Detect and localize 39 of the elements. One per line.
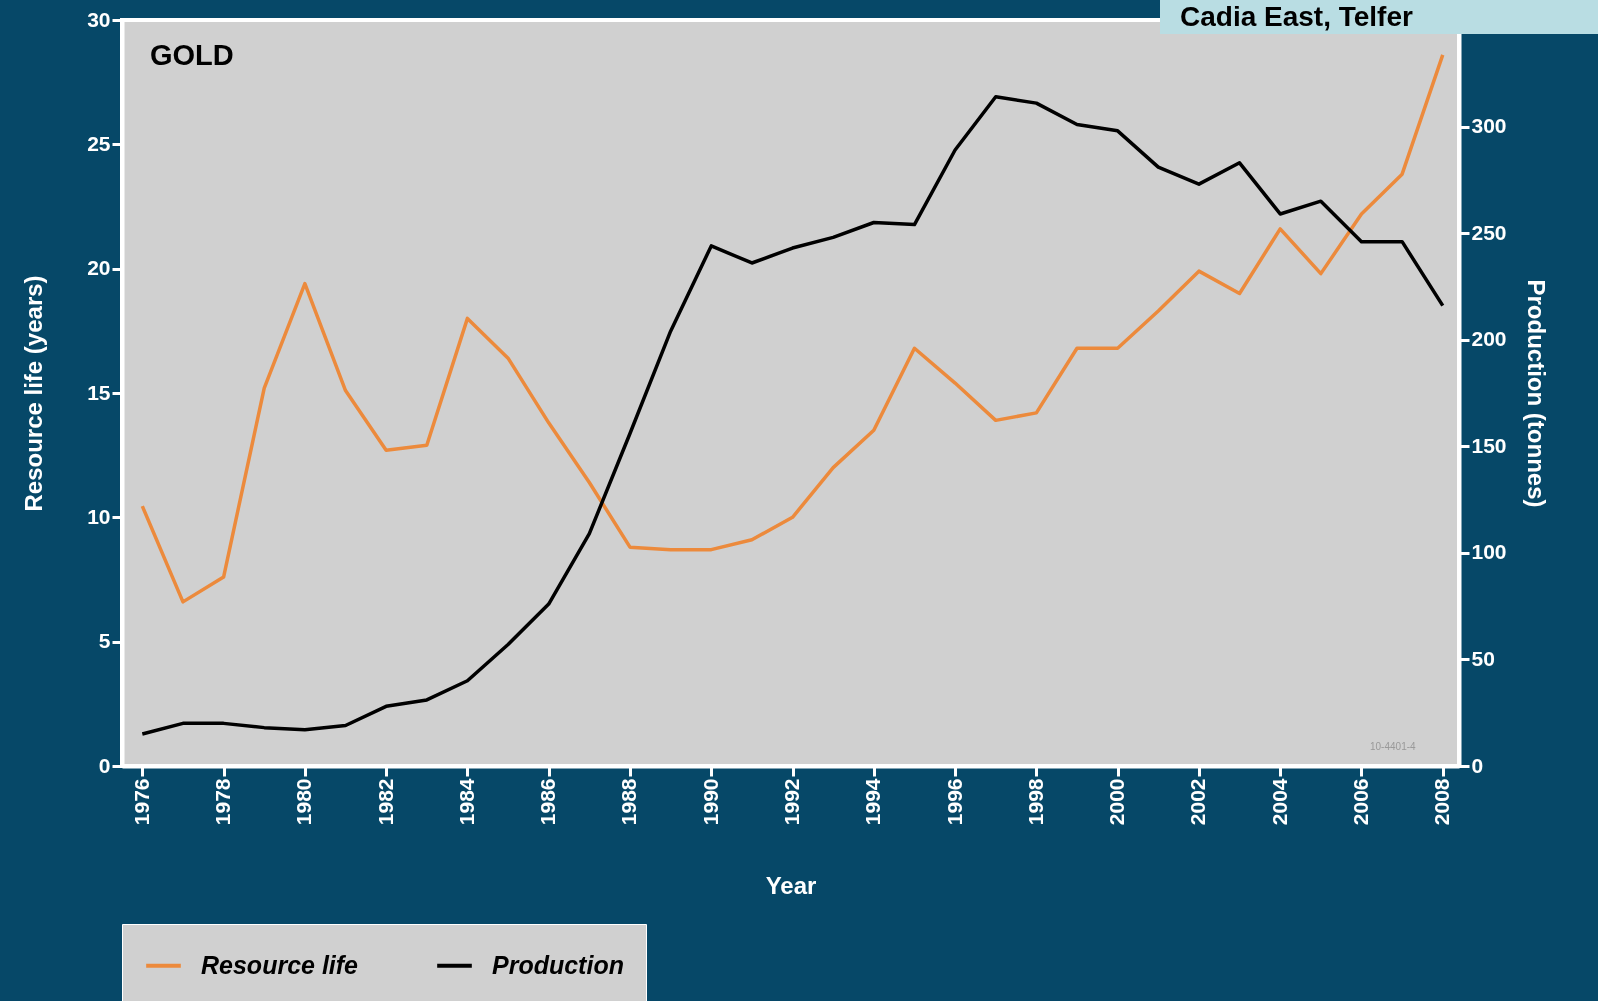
- legend-label: Resource life: [201, 950, 359, 979]
- x-tick-label: 1976: [129, 778, 153, 826]
- x-tick-label: 1990: [698, 778, 722, 826]
- x-tick-label: 1998: [1023, 778, 1047, 826]
- x-tick-label: 2000: [1105, 778, 1129, 826]
- x-tick-label: 1996: [942, 778, 966, 826]
- x-tick-label: 1980: [292, 778, 316, 826]
- y-tick-label: 20: [87, 256, 111, 280]
- y2-tick-label: 300: [1471, 114, 1507, 138]
- x-tick-label: 1982: [373, 778, 397, 826]
- y2-tick-label: 150: [1471, 433, 1507, 457]
- y-tick-label: 15: [87, 380, 111, 404]
- legend-label: Production: [492, 950, 624, 979]
- y2-tick-label: 50: [1471, 646, 1495, 670]
- x-tick-label: 2006: [1348, 778, 1372, 826]
- x-tick-label: 1978: [211, 778, 235, 826]
- x-tick-label: 1986: [536, 778, 560, 826]
- y-tick-label: 0: [98, 753, 111, 777]
- x-tick-label: 2004: [1267, 778, 1291, 826]
- x-axis-title: Year: [765, 872, 817, 900]
- y2-axis-title: Production (tonnes): [1522, 279, 1550, 508]
- y2-tick-label: 100: [1471, 540, 1507, 564]
- y-axis-title: Resource life (years): [20, 275, 48, 512]
- x-tick-label: 1992: [780, 778, 804, 826]
- x-tick-label: 2008: [1430, 778, 1454, 826]
- x-tick-label: 1988: [617, 778, 641, 826]
- text: GOLD: [150, 39, 234, 71]
- y-tick-label: 30: [87, 7, 111, 31]
- y2-tick-label: 0: [1471, 753, 1484, 777]
- y-tick-label: 10: [87, 504, 111, 528]
- y2-tick-label: 250: [1471, 220, 1507, 244]
- x-tick-label: 2002: [1186, 778, 1210, 826]
- y2-tick-label: 200: [1471, 327, 1507, 351]
- x-tick-label: 1994: [861, 778, 885, 826]
- text-box: Cadia East, Telfer: [1160, 0, 1598, 34]
- line-series: [140, 94, 1445, 736]
- y-tick-label: 25: [87, 131, 111, 155]
- x-tick-label: 1984: [454, 778, 478, 826]
- y-tick-label: 5: [98, 629, 111, 653]
